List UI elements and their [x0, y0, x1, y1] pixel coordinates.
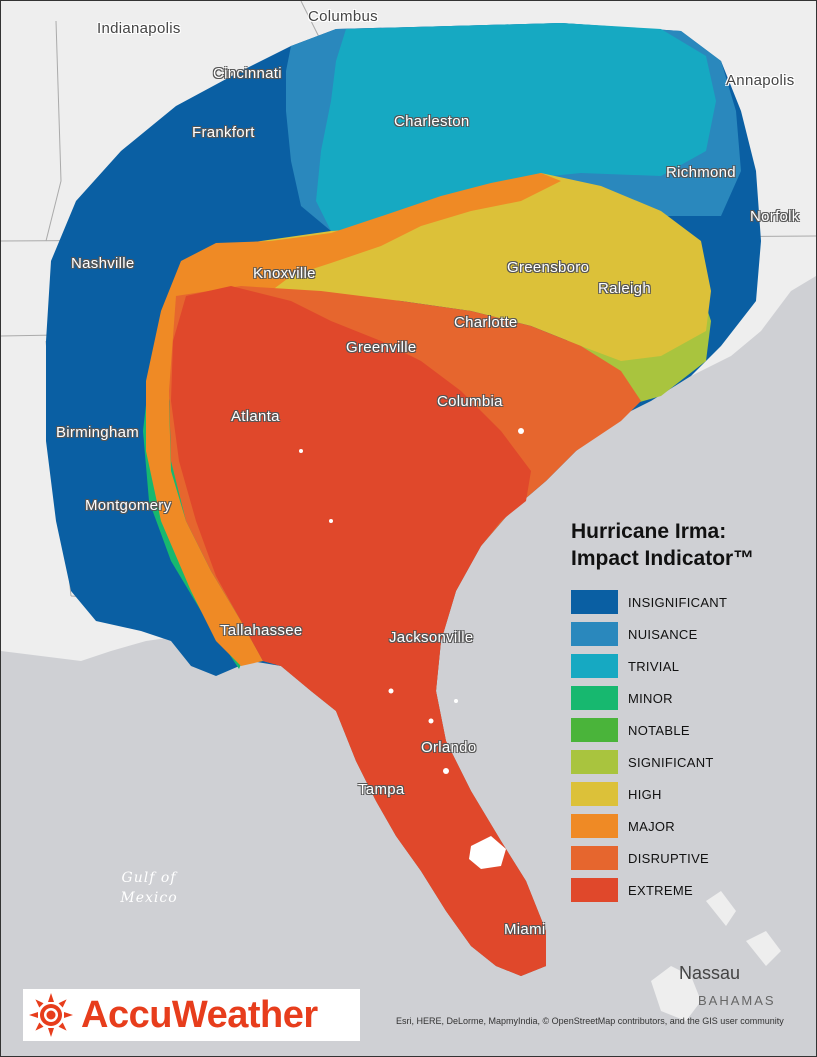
legend-item: HIGH [571, 778, 801, 810]
zone-extreme [171, 286, 546, 976]
legend-label: MINOR [628, 690, 673, 706]
city-label-indianapolis: Indianapolis [97, 20, 181, 37]
map-attribution: Esri, HERE, DeLorme, MapmyIndia, © OpenS… [396, 1016, 784, 1026]
brand-name: AccuWeather [81, 993, 318, 1036]
legend-item: NUISANCE [571, 618, 801, 650]
bahamas-islands [651, 891, 781, 1021]
zone-high [176, 173, 711, 361]
legend-swatch [571, 718, 618, 742]
legend-label: DISRUPTIVE [628, 850, 710, 866]
legend-label: HIGH [628, 786, 662, 802]
legend-title-line2: Impact Indicator™ [571, 547, 755, 570]
zone-trivial [316, 23, 716, 231]
legend-swatch [571, 814, 618, 838]
legend-items: INSIGNIFICANT NUISANCE TRIVIAL MINOR NOT… [571, 586, 801, 906]
legend-item: MAJOR [571, 810, 801, 842]
gulf-label-line1: Gulf of [121, 870, 177, 886]
legend-item: DISRUPTIVE [571, 842, 801, 874]
legend-swatch [571, 686, 618, 710]
city-label-nashville: Nashville [71, 255, 135, 272]
nassau-label: Nassau [679, 963, 741, 983]
sun-icon [29, 993, 73, 1037]
legend-label: NOTABLE [628, 722, 690, 738]
city-label-columbus: Columbus [308, 8, 378, 25]
legend-label: NUISANCE [628, 626, 698, 642]
city-label-charlotte: Charlotte [454, 314, 518, 331]
accuweather-logo: AccuWeather [23, 989, 360, 1041]
bahamas-label: BAHAMAS [698, 993, 776, 1008]
legend-item: NOTABLE [571, 714, 801, 746]
city-label-tampa: Tampa [358, 781, 405, 798]
legend-label: TRIVIAL [628, 658, 680, 674]
city-label-orlando: Orlando [421, 739, 477, 756]
city-label-tallahassee: Tallahassee [220, 622, 303, 639]
city-label-jacksonville: Jacksonville [389, 629, 474, 646]
city-label-miami: Miami [504, 921, 546, 938]
city-label-columbia: Columbia [437, 393, 503, 410]
legend-swatch [571, 750, 618, 774]
gulf-of-mexico-label: Gulf of Mexico [109, 868, 189, 908]
legend-swatch [571, 782, 618, 806]
legend-swatch [571, 654, 618, 678]
legend-label: SIGNIFICANT [628, 754, 714, 770]
city-label-greensboro: Greensboro [507, 259, 590, 276]
city-label-knoxville: Knoxville [253, 265, 316, 282]
city-label-birmingham: Birmingham [56, 424, 140, 441]
legend-swatch [571, 622, 618, 646]
city-label-norfolk: Norfolk [750, 208, 800, 225]
legend-label: INSIGNIFICANT [628, 594, 728, 610]
legend-item: EXTREME [571, 874, 801, 906]
legend-swatch [571, 590, 618, 614]
legend-item: TRIVIAL [571, 650, 801, 682]
city-label-cincinnati: Cincinnati [213, 65, 282, 82]
gulf-label-line2: Mexico [120, 890, 178, 906]
legend-title-line1: Hurricane Irma: [571, 520, 727, 543]
lakes [299, 428, 524, 869]
city-label-raleigh: Raleigh [598, 280, 651, 297]
city-label-atlanta: Atlanta [231, 408, 280, 425]
legend-label: MAJOR [628, 818, 675, 834]
legend-item: SIGNIFICANT [571, 746, 801, 778]
city-label-charleston: Charleston [394, 113, 470, 130]
city-label-montgomery: Montgomery [85, 497, 172, 514]
city-label-greenville: Greenville [346, 339, 417, 356]
legend-item: INSIGNIFICANT [571, 586, 801, 618]
legend-swatch [571, 846, 618, 870]
legend-swatch [571, 878, 618, 902]
legend: Hurricane Irma: Impact Indicator™ INSIGN… [571, 518, 801, 906]
legend-label: EXTREME [628, 882, 693, 898]
city-label-richmond: Richmond [666, 164, 736, 181]
city-label-annapolis: Annapolis [726, 72, 795, 89]
legend-title: Hurricane Irma: Impact Indicator™ [571, 518, 801, 572]
city-label-frankfort: Frankfort [192, 124, 255, 141]
legend-item: MINOR [571, 682, 801, 714]
